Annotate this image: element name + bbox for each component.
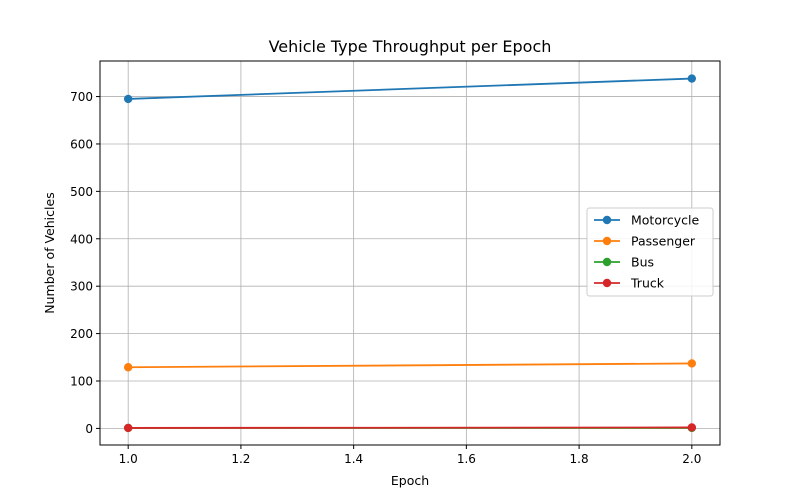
y-tick-label: 400 bbox=[70, 232, 93, 246]
y-tick-label: 200 bbox=[70, 327, 93, 341]
legend-label: Truck bbox=[630, 276, 665, 291]
data-point bbox=[687, 423, 697, 432]
series-truck bbox=[123, 423, 697, 433]
x-tick-label: 1.6 bbox=[457, 452, 476, 466]
x-axis-ticks: 1.0 1.2 1.4 1.6 1.8 2.0 bbox=[119, 445, 701, 466]
chart-title: Vehicle Type Throughput per Epoch bbox=[269, 37, 552, 56]
legend-item: Truck bbox=[594, 276, 665, 291]
series-line bbox=[128, 362, 692, 369]
y-tick-label: 0 bbox=[85, 422, 93, 436]
series-layer bbox=[123, 74, 697, 433]
data-point bbox=[123, 94, 133, 104]
y-axis-label: Number of Vehicles bbox=[42, 192, 57, 313]
x-tick-label: 1.4 bbox=[344, 452, 363, 466]
data-point bbox=[687, 74, 697, 83]
data-point bbox=[123, 363, 133, 372]
legend-label: Passenger bbox=[631, 234, 696, 249]
plot-frame bbox=[99, 60, 721, 446]
legend-box bbox=[586, 207, 714, 297]
series-line bbox=[128, 77, 692, 100]
legend-marker bbox=[602, 215, 612, 225]
legend-item: Motorcycle bbox=[594, 213, 699, 228]
y-tick-label: 300 bbox=[70, 280, 93, 294]
y-tick-label: 500 bbox=[70, 185, 93, 199]
x-tick-label: 1.8 bbox=[570, 452, 589, 466]
legend-marker bbox=[602, 257, 612, 267]
x-axis-label: Epoch bbox=[391, 473, 429, 488]
y-axis-ticks: 0 100 200 300 400 500 600 700 bbox=[70, 90, 100, 436]
legend-item: Passenger bbox=[594, 234, 696, 249]
series-motorcycle bbox=[123, 74, 697, 104]
y-tick-label: 700 bbox=[70, 90, 93, 104]
legend-marker bbox=[602, 236, 612, 246]
x-tick-label: 1.0 bbox=[119, 452, 138, 466]
data-point bbox=[123, 423, 133, 433]
x-tick-label: 2.0 bbox=[682, 452, 701, 466]
y-tick-label: 600 bbox=[70, 137, 93, 151]
legend-label: Bus bbox=[631, 255, 654, 270]
y-tick-label: 100 bbox=[70, 375, 93, 389]
legend-marker bbox=[602, 278, 612, 288]
x-tick-label: 1.2 bbox=[231, 452, 250, 466]
data-point bbox=[687, 359, 697, 368]
series-passenger bbox=[123, 359, 697, 372]
legend-item: Bus bbox=[594, 255, 654, 270]
legend-label: Motorcycle bbox=[631, 213, 699, 228]
legend: Motorcycle Passenger Bus Truck bbox=[586, 207, 714, 297]
